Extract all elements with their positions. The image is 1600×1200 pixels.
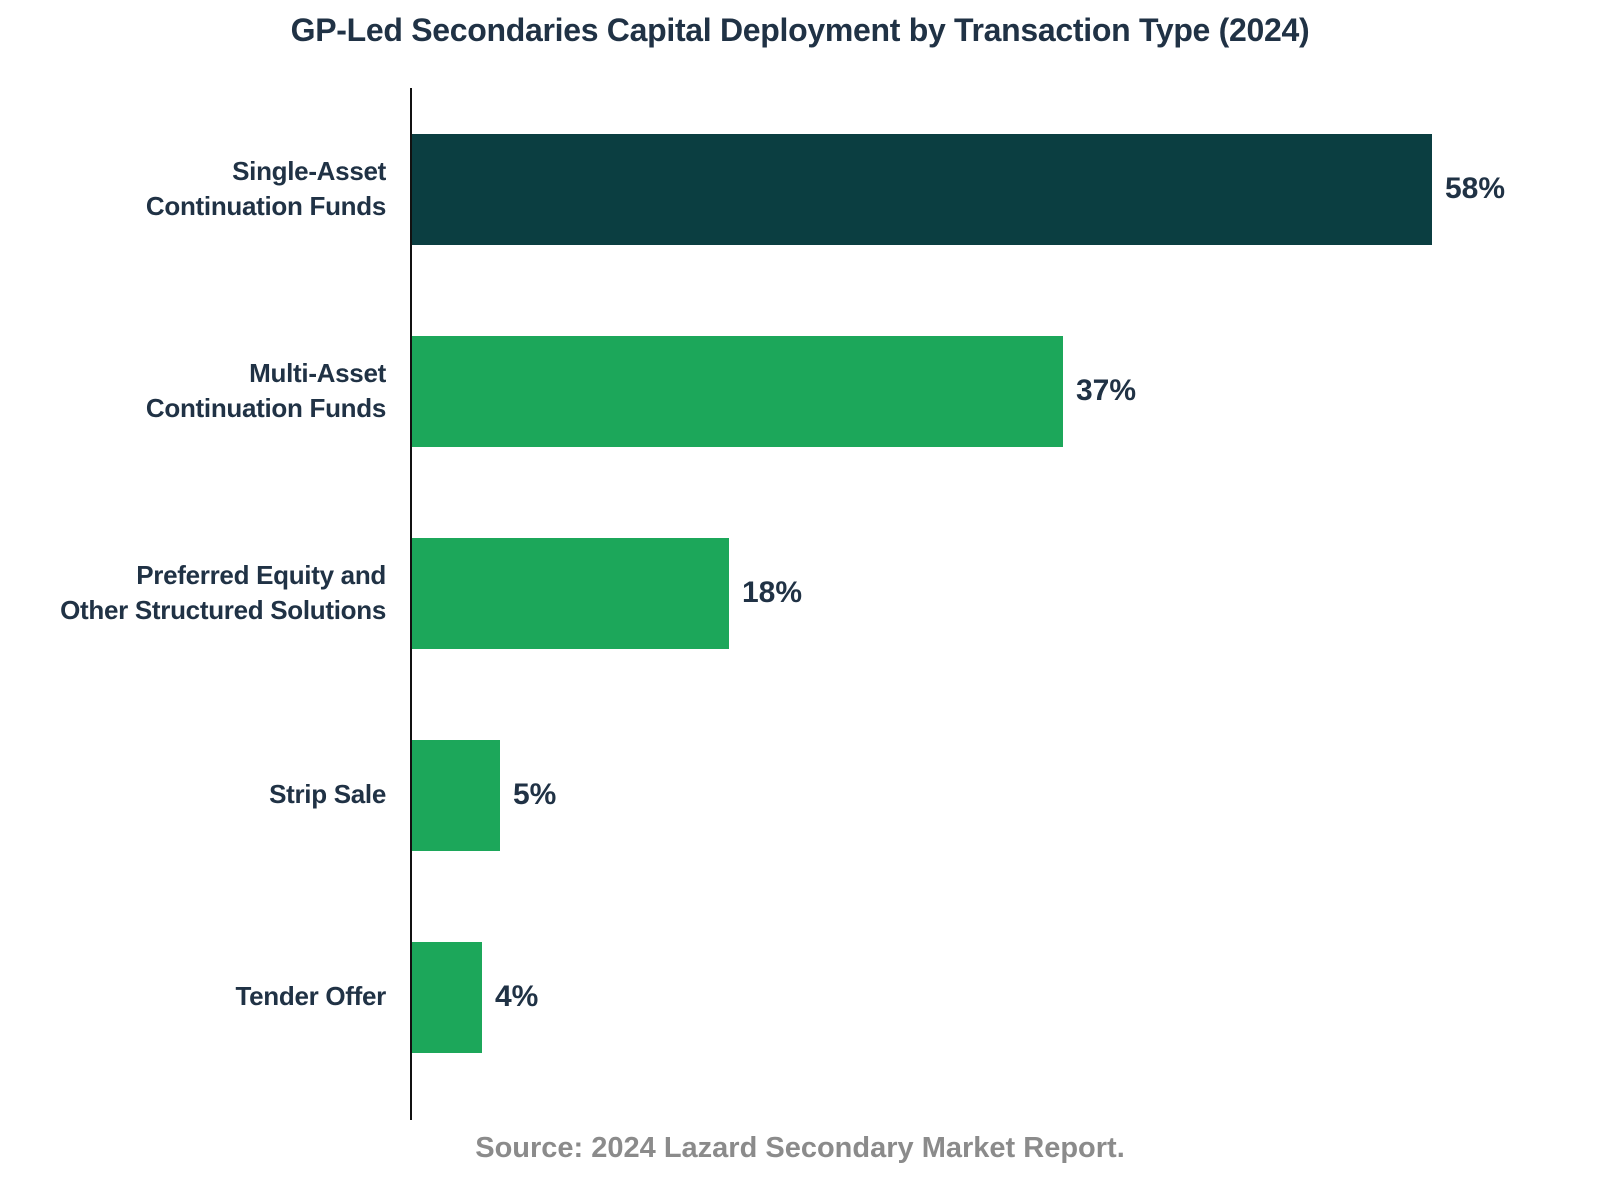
chart-row: 18% [412,492,1600,694]
source-note: Source: 2024 Lazard Secondary Market Rep… [475,1132,1125,1164]
bar [412,739,500,851]
bar-chart: Single-Asset Continuation Funds Multi-Asse… [0,88,1600,1120]
bar [412,941,482,1053]
category-label: Preferred Equity and Other Structured Sol… [60,559,386,625]
chart-row: 4% [412,896,1600,1098]
category-label: Tender Offer [235,981,387,1012]
category-labels: Single-Asset Continuation Funds Multi-Asse… [0,88,386,1098]
bar [412,537,729,649]
y-axis-line [410,88,412,1120]
chart-row: 37% [412,290,1600,492]
value-label: 18% [742,576,803,609]
bar [412,133,1432,245]
value-label: 4% [495,980,539,1013]
value-label: 58% [1445,172,1506,205]
chart-title: GP-Led Secondaries Capital Deployment by… [290,12,1310,48]
bar [412,335,1063,447]
plot-area: 58% 37% 18% 5% 4% [412,88,1600,1098]
category-label: Strip Sale [269,779,386,810]
value-label: 37% [1076,374,1137,407]
category-label: Single-Asset Continuation Funds [145,155,386,221]
chart-row: 58% [412,88,1600,290]
category-label: Multi-Asset Continuation Funds [145,357,386,423]
chart-row: 5% [412,694,1600,896]
value-label: 5% [513,778,557,811]
